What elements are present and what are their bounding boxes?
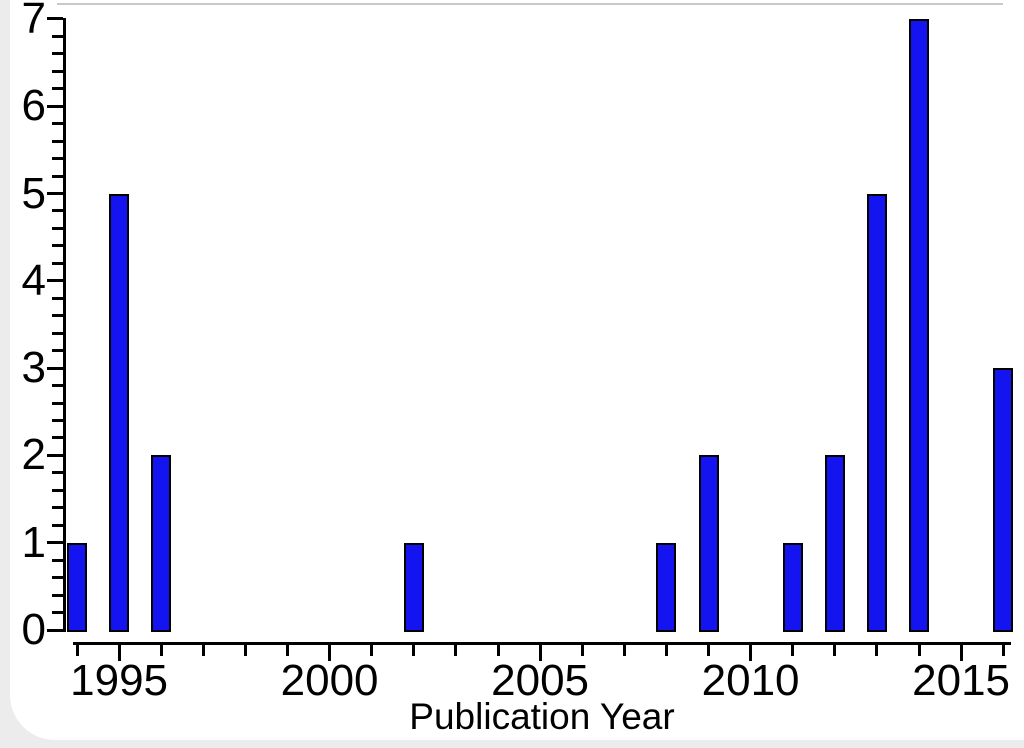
y-minor-tick [52,506,63,510]
y-major-tick [47,104,63,108]
x-minor-tick [159,644,163,656]
y-tick-label: 2 [21,430,46,480]
y-minor-tick [52,349,63,353]
x-minor-tick [875,644,879,656]
y-minor-tick [52,436,63,440]
bar-2002 [403,542,424,632]
bar-1996 [151,455,172,632]
y-major-tick [47,279,63,283]
y-minor-tick [52,384,63,388]
y-minor-tick [52,34,63,38]
x-minor-tick [580,644,584,656]
y-minor-tick [52,418,63,422]
x-minor-tick [664,644,668,656]
x-minor-tick [833,644,837,656]
y-minor-tick [52,244,63,248]
y-major-tick [47,366,63,370]
x-axis-line [73,642,1011,645]
x-minor-tick [201,644,205,656]
y-tick-label: 5 [21,168,46,218]
bar-2014 [909,18,929,632]
y-minor-tick [52,523,63,527]
x-minor-tick [917,644,921,656]
x-minor-tick [286,644,289,656]
y-minor-tick [52,314,63,318]
x-tick-label: 1995 [70,656,169,705]
x-major-tick [749,644,753,661]
y-major-tick [47,541,63,545]
y-minor-tick [52,139,63,143]
y-minor-tick [52,87,63,91]
y-minor-tick [52,52,63,56]
x-major-tick [959,644,963,661]
y-major-tick [47,628,63,632]
x-tick-label: 2000 [280,656,379,705]
y-minor-tick [52,209,63,213]
x-tick-label: 2005 [491,656,590,705]
y-minor-tick [52,611,63,615]
y-major-tick [47,453,63,457]
bar-2012 [824,455,845,632]
y-major-tick [47,192,63,195]
x-minor-tick [1001,644,1005,656]
x-minor-tick [622,644,626,656]
y-tick-label: 4 [21,255,46,305]
x-major-tick [117,644,121,661]
cropped-top-edge-line [57,3,1003,5]
x-minor-tick [454,644,458,656]
y-major-tick [47,17,63,21]
bar-1995 [109,193,130,632]
y-tick-label: 1 [21,517,46,567]
x-minor-tick [243,644,247,656]
y-axis-line [63,18,66,632]
bar-2016 [993,368,1014,632]
y-minor-tick [52,226,63,230]
bar-2011 [782,542,803,632]
y-minor-tick [52,122,63,126]
x-minor-tick [412,644,416,656]
y-minor-tick [52,331,63,335]
y-tick-label: 3 [21,343,46,393]
plot-canvas [10,0,1024,740]
y-minor-tick [52,576,63,580]
x-minor-tick [496,644,500,656]
y-minor-tick [52,558,63,562]
y-minor-tick [52,593,63,597]
bar-1994 [67,542,87,632]
y-minor-tick [52,401,63,405]
y-minor-tick [52,157,63,161]
y-minor-tick [52,69,63,73]
y-minor-tick [52,174,63,178]
x-minor-tick [75,644,79,656]
y-tick-label: 6 [21,81,46,131]
x-major-tick [538,644,542,661]
x-axis-title: Publication Year [409,696,675,737]
y-minor-tick [52,261,63,265]
x-major-tick [328,644,332,661]
y-minor-tick [52,296,63,300]
y-tick-label: 7 [21,0,46,43]
bar-2013 [866,193,887,632]
x-minor-tick [370,644,374,656]
y-minor-tick [52,471,63,475]
x-minor-tick [791,644,795,656]
y-minor-tick [52,488,63,492]
x-tick-label: 2015 [912,656,1011,705]
bar-2009 [698,455,719,632]
y-tick-label: 0 [21,605,46,654]
x-minor-tick [707,644,710,656]
x-tick-label: 2010 [701,656,800,705]
bar-2008 [656,542,677,632]
